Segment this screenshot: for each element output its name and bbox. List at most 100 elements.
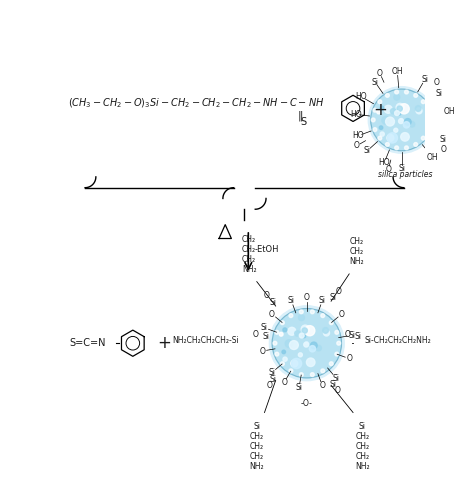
- Circle shape: [305, 326, 315, 336]
- Circle shape: [385, 117, 394, 126]
- Circle shape: [373, 108, 377, 112]
- Circle shape: [421, 100, 425, 104]
- Circle shape: [399, 119, 403, 123]
- Text: Si: Si: [436, 89, 443, 98]
- Text: Si: Si: [269, 297, 276, 307]
- Text: Si: Si: [372, 78, 379, 87]
- Circle shape: [281, 321, 284, 325]
- Text: +: +: [157, 334, 171, 352]
- Text: HO: HO: [350, 110, 362, 119]
- Circle shape: [283, 328, 287, 332]
- Text: CH₂: CH₂: [242, 245, 256, 254]
- Text: Si: Si: [269, 368, 275, 377]
- Circle shape: [378, 136, 382, 140]
- Circle shape: [414, 142, 418, 146]
- Circle shape: [282, 350, 285, 354]
- Circle shape: [275, 352, 279, 356]
- Text: O: O: [269, 310, 275, 318]
- Text: CH₂: CH₂: [250, 442, 264, 451]
- Text: NH₂: NH₂: [242, 265, 256, 274]
- Text: Si: Si: [421, 75, 428, 85]
- Circle shape: [394, 128, 398, 132]
- Text: O: O: [281, 378, 287, 387]
- Circle shape: [316, 346, 321, 351]
- Circle shape: [414, 93, 418, 97]
- Circle shape: [395, 146, 399, 150]
- Circle shape: [400, 119, 403, 122]
- Circle shape: [309, 346, 316, 352]
- Circle shape: [292, 358, 301, 368]
- Text: Si: Si: [295, 383, 302, 393]
- Text: -O-: -O-: [301, 399, 313, 408]
- Circle shape: [299, 314, 304, 321]
- Circle shape: [385, 142, 389, 146]
- Text: HO: HO: [356, 92, 367, 101]
- Circle shape: [283, 357, 287, 361]
- Text: Si: Si: [270, 375, 277, 384]
- Text: Si: Si: [364, 146, 371, 156]
- Circle shape: [395, 90, 399, 94]
- Text: NH₂: NH₂: [349, 257, 364, 266]
- Text: O: O: [336, 287, 342, 295]
- Text: Si: Si: [348, 331, 355, 340]
- Circle shape: [300, 310, 303, 314]
- Text: $(CH_3-CH_2-O)_3Si-CH_2-CH_2-CH_2-NH-C-NH$: $(CH_3-CH_2-O)_3Si-CH_2-CH_2-CH_2-NH-C-N…: [68, 96, 325, 110]
- Circle shape: [373, 128, 377, 132]
- Circle shape: [385, 93, 389, 97]
- Circle shape: [368, 87, 435, 153]
- Circle shape: [394, 94, 400, 100]
- Text: $\|$: $\|$: [297, 109, 303, 123]
- Circle shape: [291, 360, 298, 367]
- Circle shape: [301, 325, 309, 333]
- Circle shape: [394, 111, 400, 116]
- Circle shape: [323, 330, 329, 336]
- Text: O: O: [441, 145, 447, 154]
- Text: silica particles: silica particles: [378, 170, 433, 179]
- Circle shape: [398, 112, 401, 115]
- Circle shape: [378, 100, 382, 104]
- Circle shape: [404, 119, 411, 125]
- Text: S: S: [301, 117, 307, 126]
- Circle shape: [323, 328, 328, 333]
- Text: O: O: [304, 293, 310, 302]
- Circle shape: [401, 133, 409, 141]
- Circle shape: [299, 333, 304, 338]
- Circle shape: [329, 362, 333, 365]
- Text: Si: Si: [330, 293, 337, 302]
- Text: O: O: [334, 386, 340, 395]
- Text: O: O: [252, 330, 258, 339]
- Circle shape: [298, 353, 302, 357]
- Text: O: O: [434, 78, 440, 87]
- Circle shape: [377, 110, 381, 114]
- Text: NH₂CH₂CH₂CH₂-Si: NH₂CH₂CH₂CH₂-Si: [172, 336, 239, 346]
- Circle shape: [335, 352, 339, 356]
- Text: CH₂: CH₂: [350, 247, 364, 256]
- Text: Si: Si: [440, 135, 447, 144]
- Text: OH: OH: [427, 153, 438, 161]
- Text: O: O: [339, 310, 345, 318]
- Text: +: +: [373, 101, 387, 119]
- Text: Si: Si: [263, 332, 270, 341]
- Circle shape: [379, 126, 383, 129]
- Circle shape: [288, 327, 296, 335]
- Circle shape: [387, 133, 398, 143]
- Circle shape: [285, 340, 293, 347]
- Circle shape: [279, 332, 283, 336]
- Text: Si: Si: [398, 164, 405, 173]
- Text: HO: HO: [352, 131, 364, 140]
- Text: O: O: [345, 330, 351, 339]
- Text: Si: Si: [288, 296, 295, 305]
- Circle shape: [416, 108, 422, 114]
- Text: O: O: [264, 292, 269, 300]
- Text: O: O: [385, 165, 391, 174]
- Circle shape: [426, 128, 430, 132]
- Text: Si: Si: [330, 380, 337, 389]
- Circle shape: [409, 122, 415, 127]
- Circle shape: [335, 330, 339, 334]
- Circle shape: [275, 330, 279, 334]
- Text: CH₂: CH₂: [350, 237, 364, 246]
- Text: CH₂: CH₂: [355, 432, 369, 441]
- Circle shape: [421, 136, 425, 140]
- Text: O: O: [319, 382, 325, 390]
- Circle shape: [321, 313, 325, 317]
